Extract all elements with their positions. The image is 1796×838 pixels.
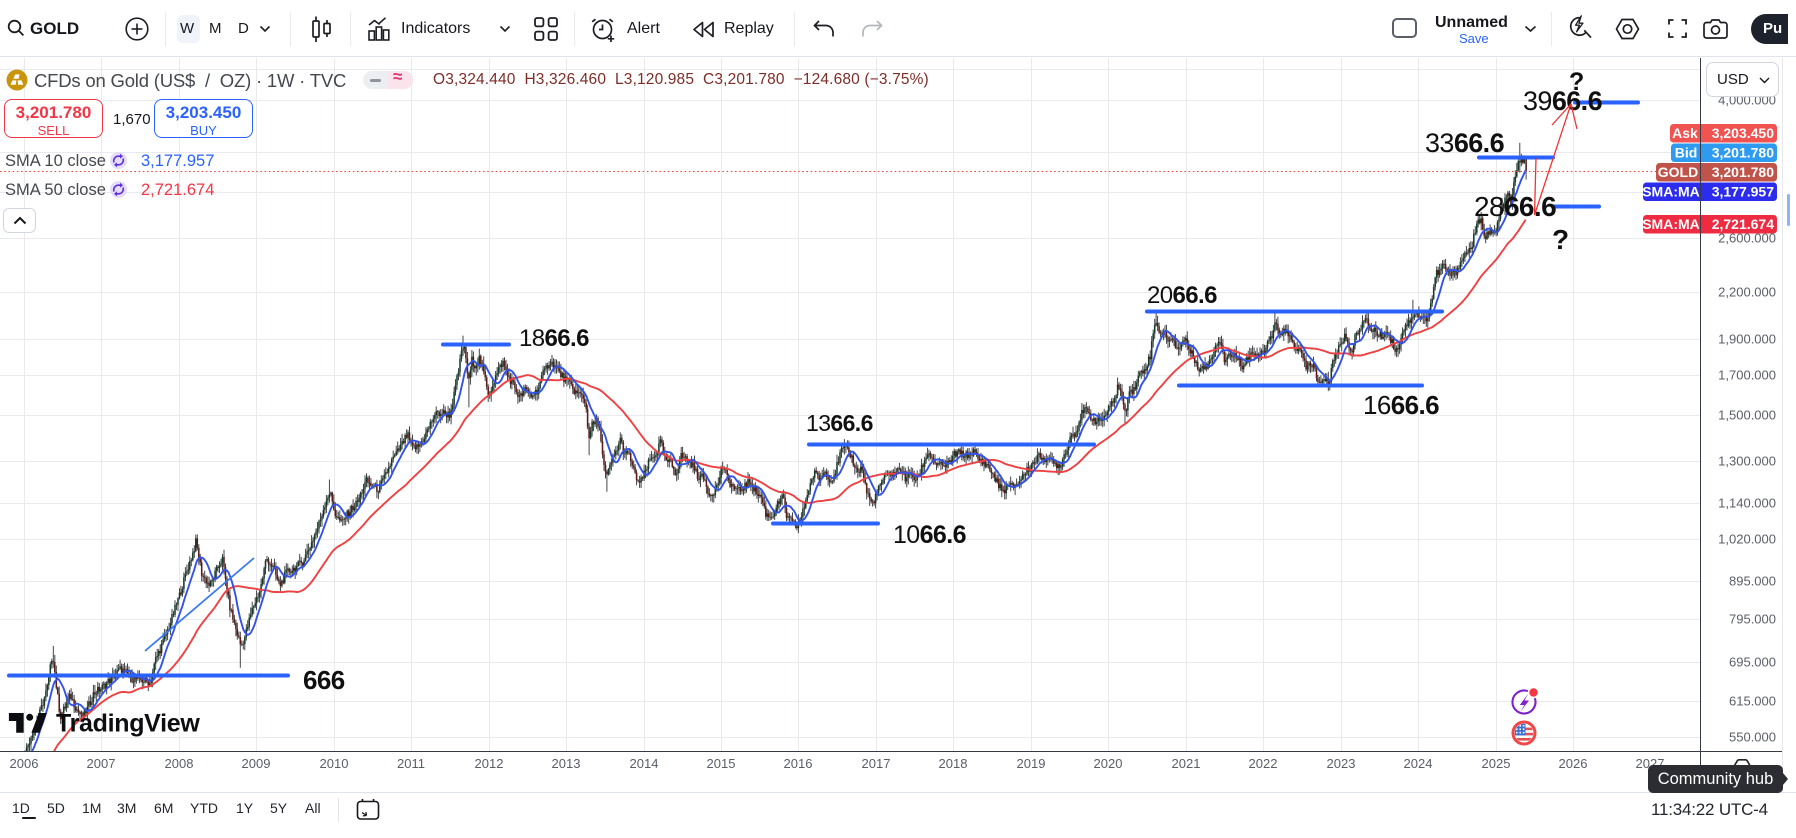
svg-text:2012: 2012 [475,756,504,771]
svg-text:2008: 2008 [165,756,194,771]
svg-text:?: ? [1569,68,1584,96]
svg-text:2006: 2006 [10,756,39,771]
svg-text:2020: 2020 [1094,756,1123,771]
svg-text:?: ? [1552,224,1569,255]
svg-text:2018: 2018 [939,756,968,771]
svg-text:1866.6: 1866.6 [519,325,589,352]
svg-text:1066.6: 1066.6 [893,521,966,549]
svg-text:615.000: 615.000 [1729,694,1776,709]
svg-text:550.000: 550.000 [1729,730,1776,745]
svg-text:2866.6: 2866.6 [1474,191,1556,222]
svg-text:1,300.000: 1,300.000 [1718,454,1776,469]
svg-text:2014: 2014 [630,756,659,771]
svg-text:1,900.000: 1,900.000 [1718,332,1776,347]
svg-text:2,600.000: 2,600.000 [1718,231,1776,246]
svg-text:2,200.000: 2,200.000 [1718,285,1776,300]
svg-text:Bid: Bid [1675,145,1698,161]
svg-text:2013: 2013 [552,756,581,771]
svg-text:Ask: Ask [1672,125,1698,141]
svg-text:2019: 2019 [1017,756,1046,771]
svg-text:2024: 2024 [1404,756,1433,771]
svg-text:666: 666 [303,665,345,695]
svg-text:2023: 2023 [1327,756,1356,771]
svg-text:3,177.957: 3,177.957 [1712,184,1774,200]
svg-text:1,500.000: 1,500.000 [1718,408,1776,423]
svg-text:1,700.000: 1,700.000 [1718,368,1776,383]
svg-text:3366.6: 3366.6 [1425,128,1505,158]
svg-text:TradingView: TradingView [56,712,200,738]
svg-text:SMA:MA: SMA:MA [1642,216,1700,232]
svg-text:2025: 2025 [1482,756,1511,771]
svg-text:2017: 2017 [862,756,891,771]
svg-text:2022: 2022 [1249,756,1278,771]
svg-text:2066.6: 2066.6 [1147,282,1217,309]
svg-text:2007: 2007 [87,756,116,771]
svg-text:3,201.780: 3,201.780 [1712,164,1774,180]
svg-text:895.000: 895.000 [1729,574,1776,589]
svg-text:1366.6: 1366.6 [806,410,873,436]
svg-text:2009: 2009 [242,756,271,771]
svg-text:2015: 2015 [707,756,736,771]
svg-text:GOLD: GOLD [1658,164,1698,180]
svg-text:2,721.674: 2,721.674 [1712,216,1774,232]
svg-text:3,201.780: 3,201.780 [1712,145,1774,161]
svg-text:2016: 2016 [784,756,813,771]
svg-text:2021: 2021 [1172,756,1201,771]
svg-text:1666.6: 1666.6 [1363,390,1439,420]
svg-text:1,140.000: 1,140.000 [1718,496,1776,511]
svg-text:2011: 2011 [397,756,425,771]
svg-text:2026: 2026 [1559,756,1588,771]
svg-text:SMA:MA: SMA:MA [1642,184,1700,200]
svg-text:3966.6: 3966.6 [1523,86,1603,116]
svg-text:795.000: 795.000 [1729,612,1776,627]
svg-text:695.000: 695.000 [1729,655,1776,670]
svg-text:3,203.450: 3,203.450 [1712,125,1774,141]
svg-text:2010: 2010 [320,756,349,771]
svg-text:1,020.000: 1,020.000 [1718,532,1776,547]
